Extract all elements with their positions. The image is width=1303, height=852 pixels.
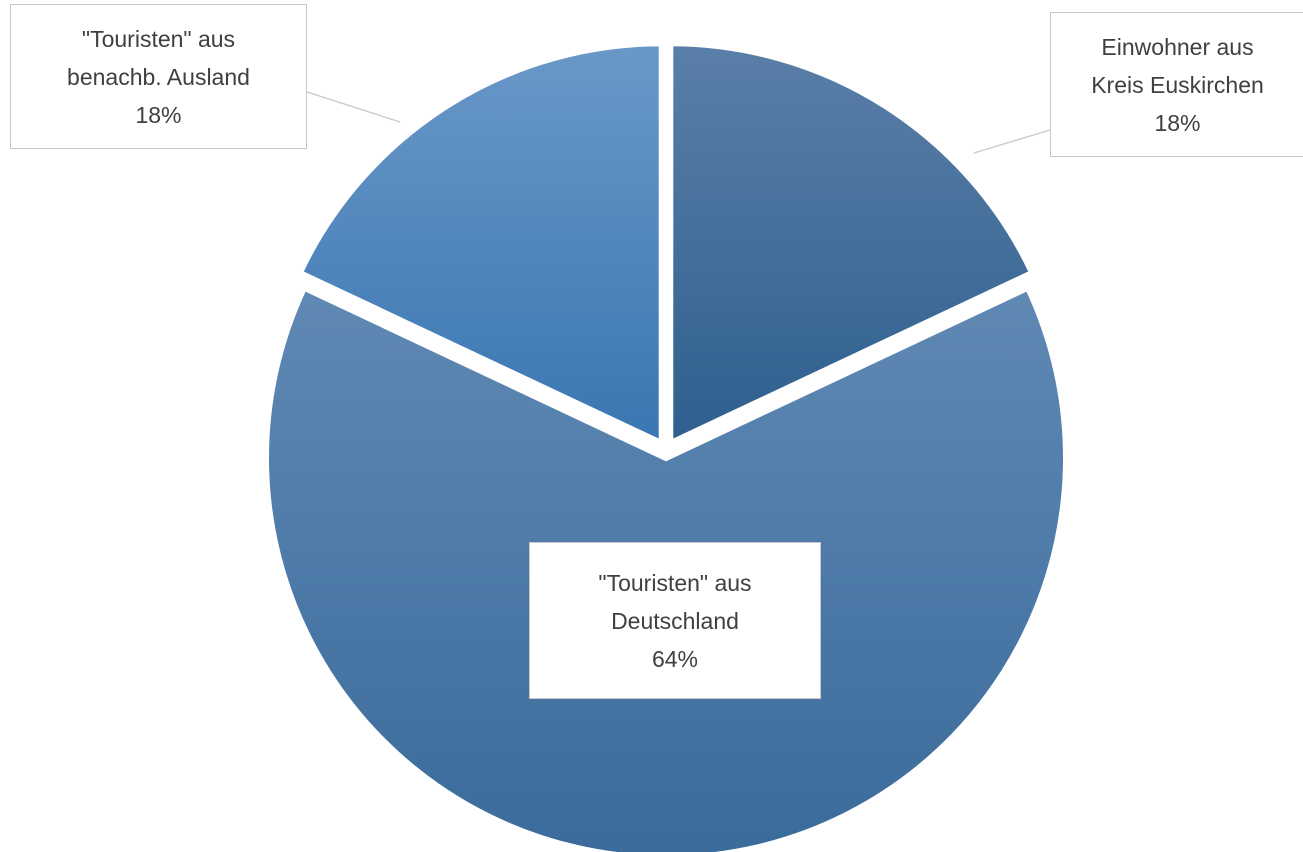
slice-label-ausland: "Touristen" aus benachb. Ausland 18% [10,4,307,149]
leader-line-einwohner [973,129,1051,154]
leader-line-ausland [306,91,401,123]
slice-label-line: "Touristen" aus [81,25,236,52]
pie-slices [263,40,1069,852]
slice-label-line: Deutschland [611,607,739,634]
slice-label-line: "Touristen" aus [598,569,752,596]
slice-label-einwohner: Einwohner aus Kreis Euskirchen 18% [1050,12,1303,157]
slice-label-line: Einwohner aus [1101,33,1254,60]
pie-slice-einwohner [667,40,1037,448]
leader-lines [306,91,1051,154]
pie-slice-ausland [295,40,665,448]
slice-value-label: 18% [1154,109,1201,136]
slice-value-label: 18% [135,101,182,128]
slice-label-line: benachb. Ausland [67,63,250,90]
slice-value-label: 64% [651,645,699,672]
slice-label-deutschland: "Touristen" aus Deutschland 64% [529,542,821,699]
slice-label-line: Kreis Euskirchen [1091,71,1264,98]
